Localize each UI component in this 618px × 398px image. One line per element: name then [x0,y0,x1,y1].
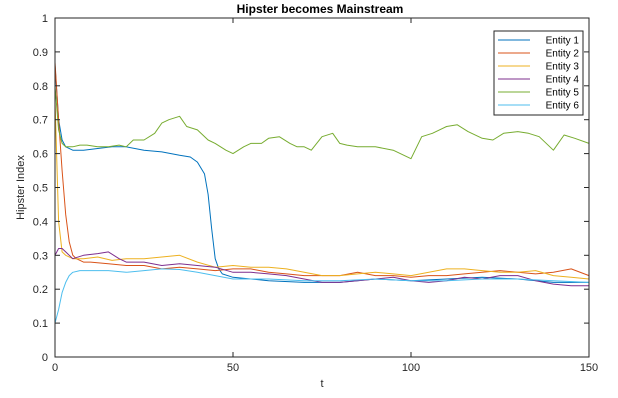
y-tick-label: 0.2 [33,284,48,296]
series-layer [54,62,590,324]
x-tick-label: 150 [580,362,598,374]
legend-label-entity-5: Entity 5 [546,88,580,99]
legend-label-entity-2: Entity 2 [546,49,580,60]
y-tick-label: 0.7 [33,115,48,127]
x-tick-label: 0 [52,362,58,374]
series-line-entity-4 [54,248,589,287]
y-tick-label: 0.1 [33,318,48,330]
y-tick-label: 0.3 [33,250,48,262]
y-axis-label: Hipster Index [15,155,27,220]
legend-label-entity-3: Entity 3 [546,62,580,73]
x-tick-label: 50 [227,362,239,374]
legend-label-entity-6: Entity 6 [546,101,580,112]
series-line-entity-6 [54,268,590,324]
x-axis-label: t [320,378,323,390]
legend-label-entity-1: Entity 1 [546,36,580,47]
y-tick-label: 1 [42,13,48,25]
axes-layer: 0 50 100 150 0 0.1 0.2 0.3 0.4 0.5 0.6 0.7 0.8 0.9 1 [33,13,598,374]
y-tick-label: 0.4 [33,216,48,228]
legend-label-entity-4: Entity 4 [546,75,580,86]
x-tick-label: 100 [402,362,420,374]
legend-box [493,30,584,116]
chart-title: Hipster becomes Mainstream [237,2,404,16]
y-tick-label: 0 [42,352,48,364]
series-line-entity-5 [54,85,590,160]
y-tick-label: 0.9 [33,47,48,59]
y-tick-label: 0.8 [33,81,48,93]
y-tick-label: 0.5 [33,183,48,195]
legend[interactable]: Entity 1 Entity 2 Entity 3 Entity 4 Entity 5… [493,30,584,116]
series-line-entity-3 [54,99,590,280]
y-tick-label: 0.6 [33,149,48,161]
